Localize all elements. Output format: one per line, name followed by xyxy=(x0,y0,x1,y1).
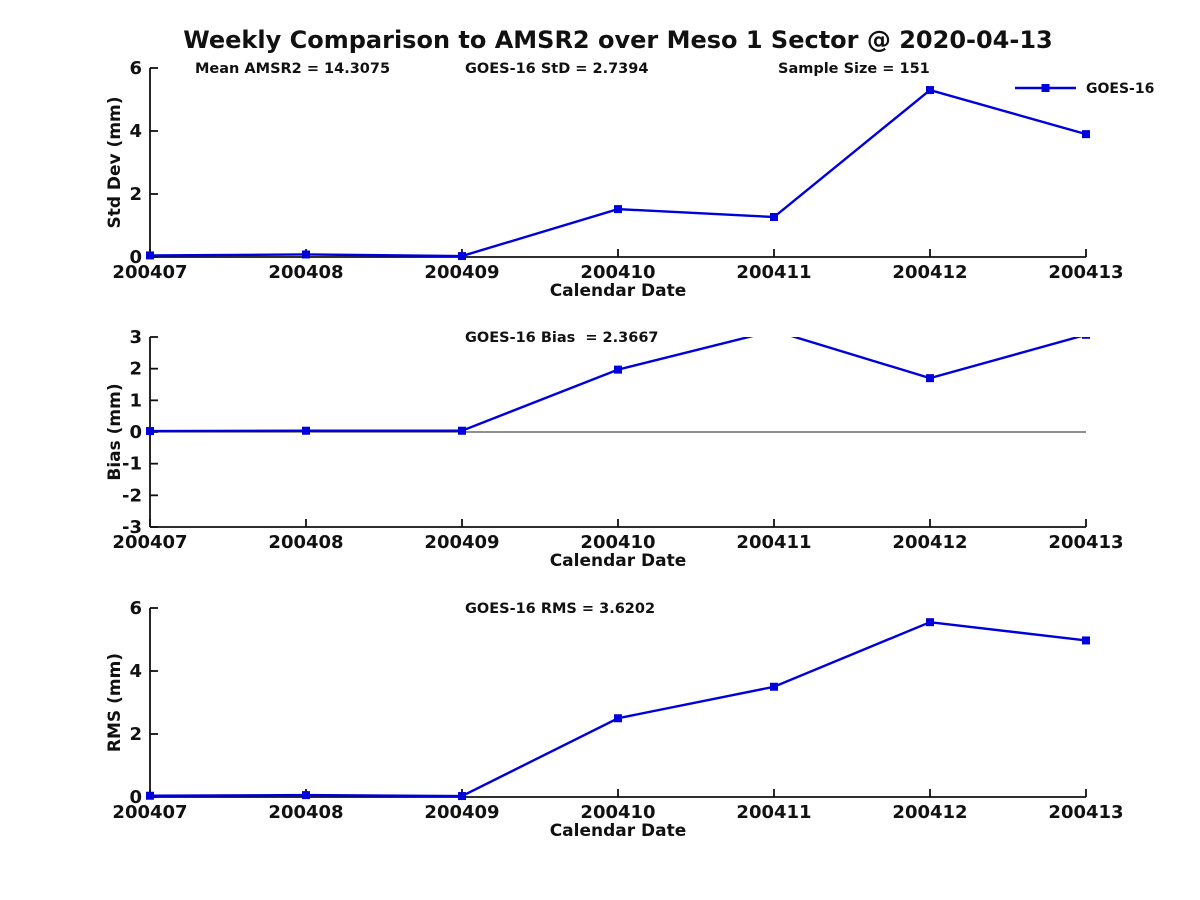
annotation: GOES-16 RMS = 3.6202 xyxy=(465,601,655,617)
stddev-series xyxy=(146,86,1090,261)
data-point-marker xyxy=(770,682,778,691)
y-tick-label: -1 xyxy=(122,454,142,475)
annotation: Sample Size = 151 xyxy=(778,61,930,77)
x-tick-label: 200412 xyxy=(892,262,967,283)
data-point-marker xyxy=(302,791,310,800)
data-line xyxy=(149,88,1087,258)
y-tick-label: 4 xyxy=(129,121,142,142)
axis-x-label: Calendar Date xyxy=(550,551,687,571)
x-tick-label: 200408 xyxy=(268,262,343,283)
axis-x-label: Calendar Date xyxy=(550,821,687,841)
x-tick-label: 200407 xyxy=(112,802,187,823)
x-tick-label: 200412 xyxy=(892,802,967,823)
data-point-marker xyxy=(458,792,466,801)
axis-x-label: Calendar Date xyxy=(550,281,687,301)
rms-plot: 0 2 4 6 200407 200408 200409 200410 200411 200412… xyxy=(105,598,1124,841)
data-point-marker xyxy=(614,714,622,723)
axis-y-label: Bias (mm) xyxy=(105,383,125,480)
y-tick-label: 2 xyxy=(129,359,142,380)
data-point-marker xyxy=(770,212,778,221)
x-tick-label: 200410 xyxy=(580,262,655,283)
x-tick-label: 200413 xyxy=(1048,262,1123,283)
y-tick-label: -2 xyxy=(122,485,142,506)
axis-y-label: RMS (mm) xyxy=(105,653,125,752)
data-point-marker xyxy=(926,618,934,627)
legend-label: GOES-16 xyxy=(1086,81,1154,97)
x-tick-label: 200407 xyxy=(112,262,187,283)
axis-y-label: Std Dev (mm) xyxy=(105,96,125,228)
y-tick-label: 0 xyxy=(129,247,142,268)
data-point-marker xyxy=(614,205,622,214)
annotation: GOES-16 StD = 2.7394 xyxy=(465,61,648,77)
x-tick-label: 200412 xyxy=(892,532,967,553)
data-point-marker xyxy=(146,427,154,436)
data-point-marker xyxy=(926,86,934,95)
y-tick-label: 6 xyxy=(129,598,142,619)
y-tick-label: 3 xyxy=(129,327,142,348)
legend: GOES-16 xyxy=(1015,81,1154,97)
data-point-marker xyxy=(1082,130,1090,139)
y-tick-label: 0 xyxy=(129,787,142,808)
data-point-marker xyxy=(302,250,310,259)
y-tick-label: 6 xyxy=(129,58,142,79)
data-point-marker xyxy=(302,426,310,435)
x-tick-label: 200411 xyxy=(736,802,811,823)
stddev-plot: 0 2 4 6 200407 200408 200409 200410 200411 200412… xyxy=(105,58,1154,301)
x-tick-label: 200413 xyxy=(1048,802,1123,823)
data-point-marker xyxy=(1082,337,1090,339)
data-point-marker xyxy=(926,374,934,383)
x-tick-label: 200410 xyxy=(580,532,655,553)
annotation: GOES-16 Bias = 2.3667 xyxy=(465,330,659,346)
data-point-marker xyxy=(458,252,466,261)
figure-title: Weekly Comparison to AMSR2 over Meso 1 S… xyxy=(183,26,1053,54)
y-tick-label: 2 xyxy=(129,724,142,745)
x-tick-label: 200407 xyxy=(112,532,187,553)
x-tick-label: 200409 xyxy=(424,802,499,823)
data-point-marker xyxy=(614,365,622,374)
data-point-marker xyxy=(770,327,778,335)
x-tick-label: 200411 xyxy=(736,262,811,283)
data-point-marker xyxy=(146,251,154,260)
data-point-marker xyxy=(146,791,154,800)
y-tick-label: 4 xyxy=(129,661,142,682)
x-tick-label: 200408 xyxy=(268,802,343,823)
x-tick-label: 200410 xyxy=(580,802,655,823)
data-point-marker xyxy=(458,426,466,435)
y-tick-label: 1 xyxy=(129,390,142,411)
legend-marker xyxy=(1041,84,1050,92)
y-tick-label: 0 xyxy=(129,422,142,443)
bias-plot: -3 -2 -1 0 1 2 3 200407 200408 200409 200410 200411… xyxy=(105,327,1124,571)
annotation: Mean AMSR2 = 14.3075 xyxy=(195,61,390,77)
y-tick-label: -3 xyxy=(122,517,142,538)
x-tick-label: 200413 xyxy=(1048,532,1123,553)
x-tick-label: 200411 xyxy=(736,532,811,553)
x-tick-label: 200409 xyxy=(424,532,499,553)
rms-series xyxy=(146,618,1090,801)
x-tick-label: 200409 xyxy=(424,262,499,283)
x-tick-label: 200408 xyxy=(268,532,343,553)
y-tick-label: 2 xyxy=(129,184,142,205)
data-line xyxy=(149,620,1087,798)
data-point-marker xyxy=(1082,636,1090,645)
bias-series xyxy=(146,327,1090,436)
